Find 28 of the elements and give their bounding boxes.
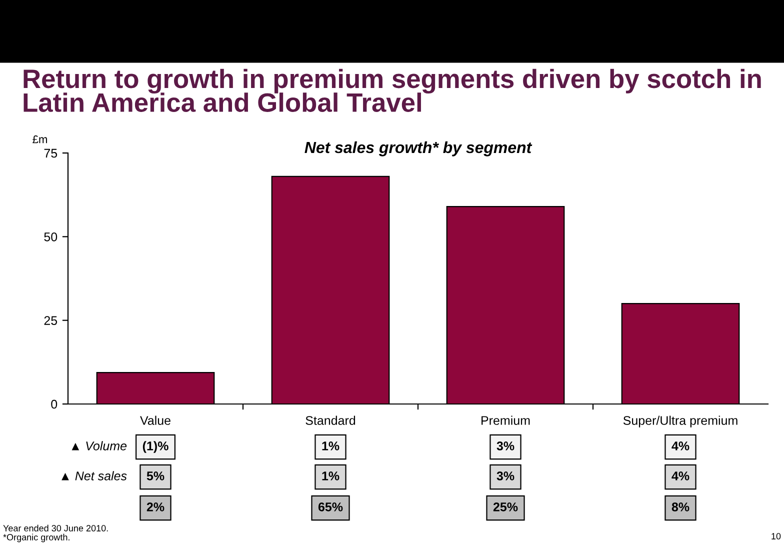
chart-subtitle: Net sales growth* by segment xyxy=(304,141,532,156)
text: 65% xyxy=(318,502,343,512)
text: 4% xyxy=(672,472,690,480)
x-tick-label: Premium xyxy=(482,416,530,425)
text: 10 xyxy=(772,533,781,540)
text: *Organic growth. xyxy=(3,534,70,542)
text: 1% xyxy=(322,472,340,480)
x-tick-label: Value xyxy=(140,416,170,425)
text: 1% xyxy=(322,442,340,450)
text: ▲ Net sales xyxy=(62,471,127,480)
text: ▲ Volume xyxy=(72,441,127,450)
text: 25% xyxy=(493,502,518,512)
text: 8% xyxy=(672,502,690,512)
y-tick-label: 0 xyxy=(51,400,58,409)
text: 3% xyxy=(496,442,514,450)
text: (1)% xyxy=(142,441,168,453)
x-tick-label: Super/Ultra premium xyxy=(623,416,738,428)
x-tick-label: Standard xyxy=(306,416,356,425)
y-tick-label: 25 xyxy=(44,316,58,325)
text: 3% xyxy=(496,472,514,480)
chart-title: Return to growth in premium segments driven by scotch in Latin America and Global Travel xyxy=(24,68,761,112)
text: 5% xyxy=(146,472,164,480)
text: Year ended 30 June 2010. xyxy=(3,524,108,532)
text: 2% xyxy=(146,502,164,512)
y-tick-label: 75 xyxy=(44,148,58,158)
y-axis-title: £m xyxy=(32,135,47,144)
text: 4% xyxy=(672,442,690,450)
y-tick-label: 50 xyxy=(44,232,58,242)
